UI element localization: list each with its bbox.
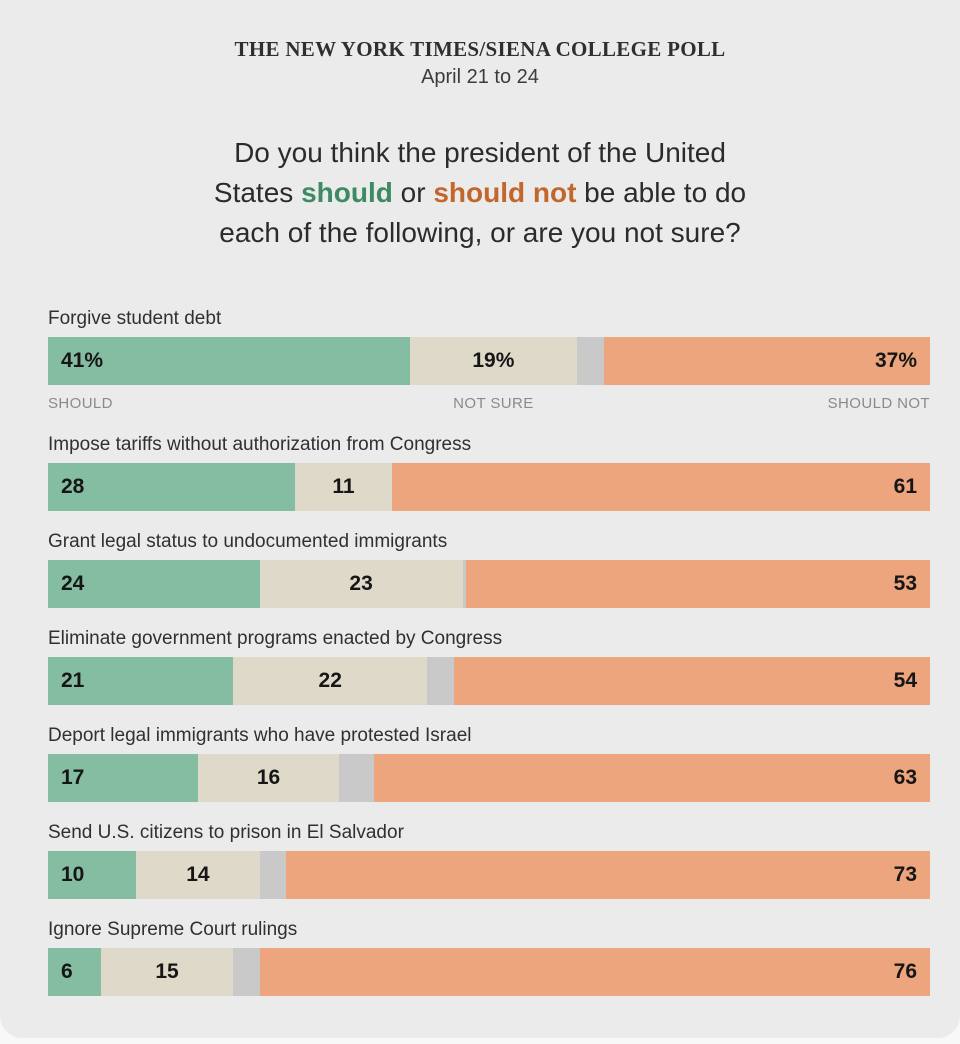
segment-not-sure: 15	[100, 948, 234, 996]
segment-should-not: 73	[286, 851, 930, 899]
segment-should: 10	[48, 851, 137, 899]
poll-masthead-title: THE NEW YORK TIMES/SIENA COLLEGE POLL	[234, 37, 726, 61]
row-label: Ignore Supreme Court rulings	[48, 919, 298, 940]
segment-should-not: 37%	[603, 337, 930, 385]
row-label: Send U.S. citizens to prison in El Salva…	[48, 822, 404, 843]
stacked-bar: 10 14 73	[48, 851, 930, 899]
stacked-bar: 17 16 63	[48, 754, 930, 802]
stacked-bar: 6 15 76	[48, 948, 930, 996]
legend-not-sure: NOT SURE	[453, 395, 534, 412]
row-label: Forgive student debt	[48, 308, 222, 329]
segment-gap	[462, 560, 467, 608]
segment-should: 41%	[48, 337, 410, 385]
segment-should: 28	[48, 463, 295, 511]
bar-chart: Forgive student debt 41% 19% 37% SHOULD …	[48, 306, 930, 996]
segment-not-sure: 16	[197, 754, 340, 802]
question-line-3: each of the following, or are you not su…	[219, 217, 741, 248]
bar-row: Impose tariffs without authorization fro…	[48, 432, 930, 511]
segment-not-sure: 23	[259, 560, 463, 608]
bar-row: Forgive student debt 41% 19% 37% SHOULD …	[48, 306, 930, 414]
question-should-not-keyword: should not	[433, 177, 577, 208]
segment-should: 6	[48, 948, 101, 996]
segment-gap	[577, 337, 604, 385]
segment-should-not: 63	[374, 754, 930, 802]
stacked-bar: 28 11 61	[48, 463, 930, 511]
segment-not-sure: 19%	[409, 337, 578, 385]
row-label: Deport legal immigrants who have protest…	[48, 725, 472, 746]
row-label: Grant legal status to undocumented immig…	[48, 531, 448, 552]
bar-row: Deport legal immigrants who have protest…	[48, 723, 930, 802]
segment-should: 21	[48, 657, 234, 705]
segment-should-not: 53	[466, 560, 930, 608]
stacked-bar: 21 22 54	[48, 657, 930, 705]
bar-row: Eliminate government programs enacted by…	[48, 626, 930, 705]
question-should-keyword: should	[301, 177, 393, 208]
bar-legend: SHOULD NOT SURE SHOULD NOT	[48, 394, 930, 414]
segment-should-not: 61	[391, 463, 930, 511]
segment-gap	[233, 948, 260, 996]
bar-row: Send U.S. citizens to prison in El Salva…	[48, 820, 930, 899]
segment-not-sure: 11	[294, 463, 392, 511]
legend-should-not: SHOULD NOT	[827, 395, 930, 412]
bar-row: Grant legal status to undocumented immig…	[48, 529, 930, 608]
row-label: Impose tariffs without authorization fro…	[48, 434, 472, 455]
stacked-bar: 24 23 53	[48, 560, 930, 608]
segment-not-sure: 14	[136, 851, 260, 899]
bar-row: Ignore Supreme Court rulings 6 15 76	[48, 917, 930, 996]
segment-gap	[339, 754, 375, 802]
segment-should: 17	[48, 754, 198, 802]
segment-should-not: 54	[453, 657, 930, 705]
row-label: Eliminate government programs enacted by…	[48, 628, 503, 649]
segment-not-sure: 22	[233, 657, 428, 705]
question-line-1: Do you think the president of the United	[234, 137, 726, 168]
segment-should: 24	[48, 560, 260, 608]
stacked-bar: 41% 19% 37%	[48, 337, 930, 385]
segment-gap	[259, 851, 287, 899]
question-line-2: States should or should not be able to d…	[213, 177, 747, 208]
legend-gap-spacer	[577, 394, 603, 414]
legend-should: SHOULD	[48, 395, 113, 412]
poll-question: Do you think the president of the United…	[130, 133, 830, 253]
segment-should-not: 76	[259, 948, 930, 996]
poll-date: April 21 to 24	[421, 66, 539, 88]
segment-gap	[427, 657, 454, 705]
